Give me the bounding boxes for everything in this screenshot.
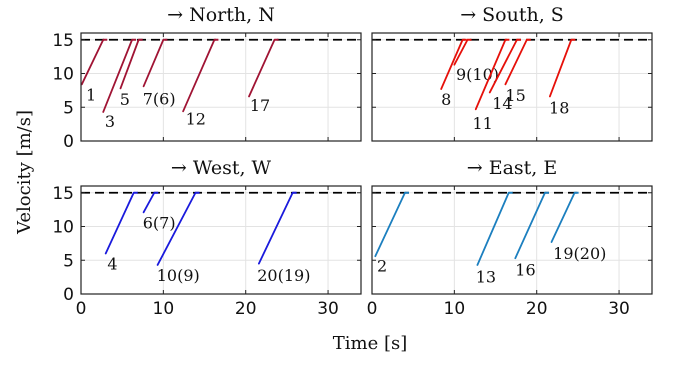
- x-tick-label: 30: [317, 299, 339, 319]
- x-tick-label: 30: [608, 299, 630, 319]
- velocity-segment-12: [182, 38, 216, 113]
- segment-label: 16: [515, 261, 535, 280]
- panel-background: [372, 186, 652, 294]
- y-tick-label: 15: [52, 184, 74, 204]
- y-tick-label: 15: [52, 31, 74, 51]
- panel-background: [81, 186, 361, 294]
- segment-label: 1: [86, 85, 96, 104]
- velocity-segment-14: [488, 38, 518, 94]
- velocity-segment-6(7): [142, 191, 156, 214]
- segment-label: 8: [441, 90, 451, 109]
- segment-label: 2: [377, 257, 387, 276]
- velocity-segment-18: [548, 38, 573, 98]
- segment-label: 17: [250, 96, 270, 115]
- velocity-segment-13: [476, 191, 510, 266]
- velocity-segment-10(9): [156, 191, 197, 266]
- x-tick-label: 20: [235, 299, 257, 319]
- velocity-segment-2: [374, 191, 406, 258]
- segment-label: 13: [476, 267, 496, 286]
- y-tick-label: 5: [63, 251, 74, 271]
- velocity-segment-5: [119, 38, 140, 90]
- panel-frame: [80, 185, 362, 295]
- panel-background: [81, 33, 361, 141]
- segment-label: 11: [472, 114, 492, 133]
- x-tick-label: 20: [526, 299, 548, 319]
- panel-title: → South, S: [460, 4, 564, 26]
- velocity-segment-1: [80, 38, 105, 86]
- velocity-segment-9(10): [453, 38, 469, 66]
- y-tick-label: 10: [52, 65, 74, 85]
- y-tick-label: 0: [63, 285, 74, 305]
- x-tick-label: 0: [367, 299, 378, 319]
- segment-label: 19(20): [553, 244, 606, 263]
- panel-frame: [371, 32, 653, 142]
- segment-label: 12: [186, 110, 206, 129]
- panel-title: → North, N: [167, 4, 275, 26]
- velocity-segment-19(20): [550, 191, 576, 243]
- velocity-segment-17: [248, 38, 276, 98]
- x-axis-label: Time [s]: [333, 333, 408, 354]
- panel-title: → East, E: [467, 157, 558, 179]
- velocity-segment-11: [474, 38, 507, 111]
- x-tick-label: 10: [153, 299, 175, 319]
- panel-frame: [371, 185, 653, 295]
- panel-title: → West, W: [171, 157, 272, 179]
- segment-label: 15: [505, 86, 525, 105]
- y-tick-label: 0: [63, 132, 74, 152]
- segment-label: 18: [549, 98, 569, 117]
- velocity-segment-8: [440, 38, 464, 90]
- segment-label: 4: [107, 255, 117, 274]
- segment-label: 10(9): [157, 266, 200, 285]
- segment-label: 3: [105, 112, 115, 131]
- velocity-segment-4: [104, 191, 135, 255]
- velocity-segment-15: [504, 38, 528, 86]
- x-tick-label: 0: [76, 299, 87, 319]
- panel-frame: [80, 32, 362, 142]
- segment-label: 6(7): [143, 213, 176, 232]
- velocity-segment-16: [514, 191, 546, 260]
- velocity-segment-20(19): [257, 191, 294, 265]
- y-tick-label: 10: [52, 218, 74, 238]
- x-tick-label: 10: [444, 299, 466, 319]
- segment-label: 14: [492, 94, 512, 113]
- segment-label: 5: [120, 90, 130, 109]
- y-tick-label: 5: [63, 98, 74, 118]
- segment-label: 7(6): [143, 89, 176, 108]
- segment-label: 20(19): [257, 266, 310, 285]
- y-axis-label: Velocity [m/s]: [14, 110, 35, 235]
- velocity-segment-7(6): [142, 38, 165, 88]
- velocity-segment-3: [102, 38, 133, 113]
